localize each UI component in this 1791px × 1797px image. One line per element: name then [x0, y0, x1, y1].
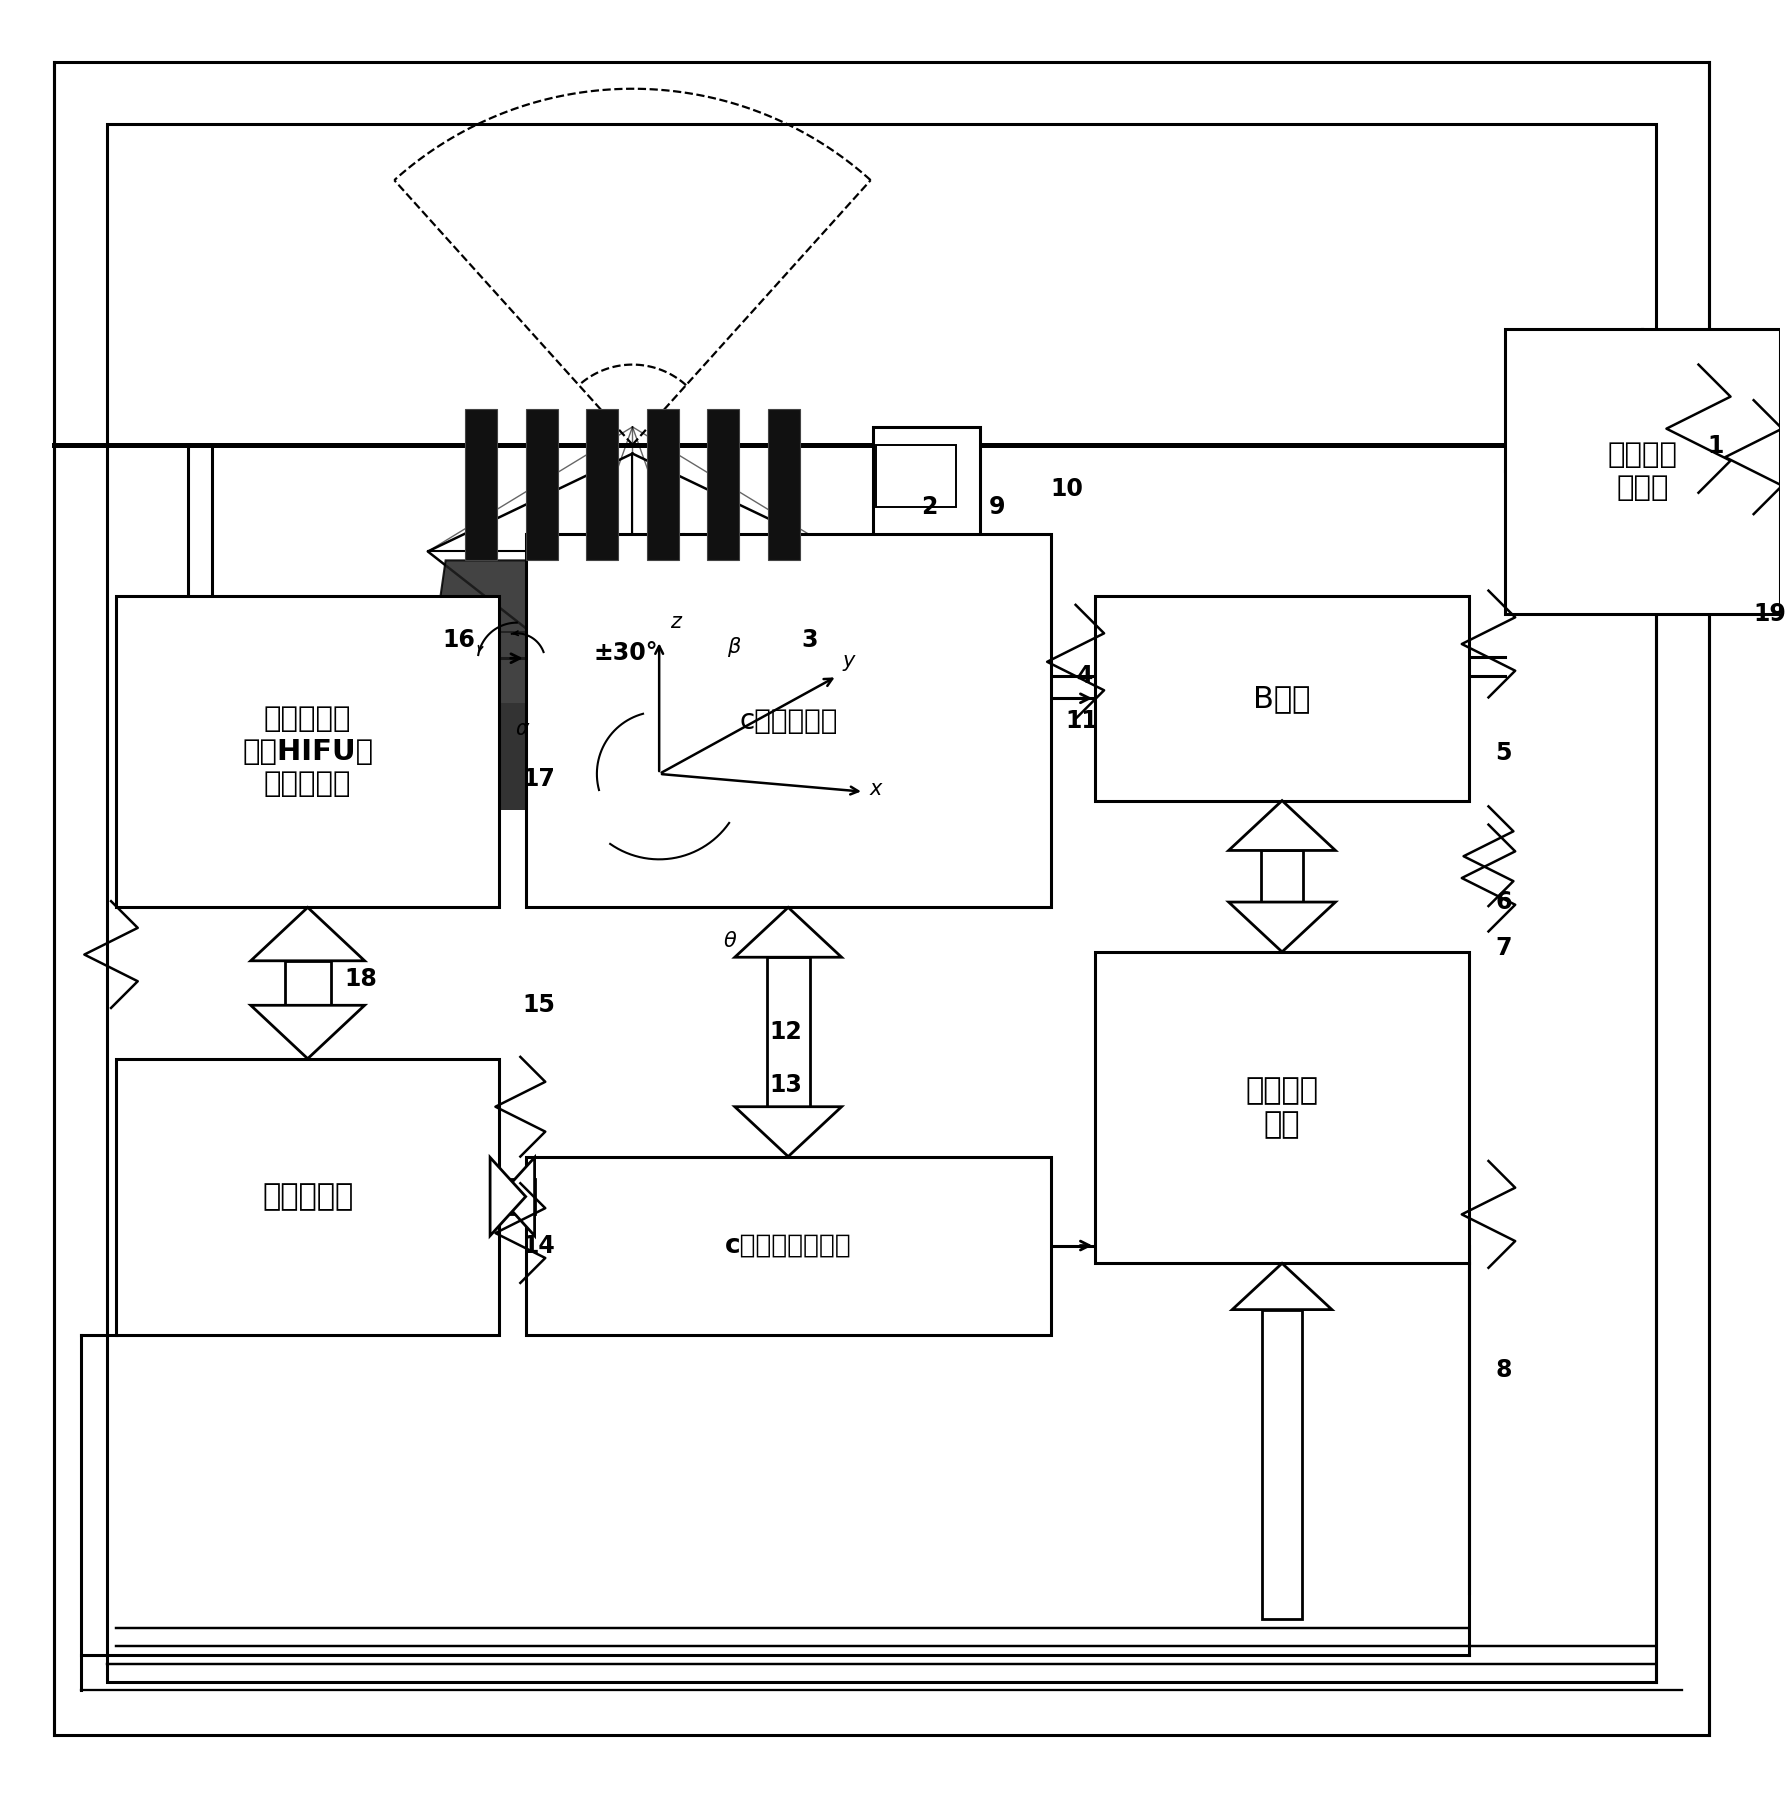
- Text: c轴运动系统: c轴运动系统: [740, 706, 838, 735]
- Text: ±30°: ±30°: [593, 642, 657, 665]
- Polygon shape: [734, 907, 842, 958]
- Bar: [707, 410, 740, 561]
- FancyBboxPatch shape: [116, 597, 500, 907]
- Bar: [491, 1179, 534, 1215]
- Text: 12: 12: [770, 1021, 802, 1044]
- Text: 13: 13: [770, 1073, 802, 1098]
- Polygon shape: [500, 1157, 534, 1236]
- Bar: [527, 410, 557, 561]
- Text: 5: 5: [1495, 740, 1512, 764]
- FancyBboxPatch shape: [872, 428, 980, 552]
- Polygon shape: [428, 561, 836, 739]
- Bar: [466, 410, 498, 561]
- Bar: [428, 703, 854, 809]
- Polygon shape: [491, 1157, 527, 1236]
- Text: 1: 1: [1707, 435, 1723, 458]
- Text: B超仪: B超仪: [1254, 685, 1311, 713]
- FancyBboxPatch shape: [527, 534, 1051, 907]
- Polygon shape: [1229, 902, 1336, 952]
- Text: α: α: [516, 719, 528, 739]
- Text: 15: 15: [523, 994, 555, 1017]
- Text: 19: 19: [1753, 602, 1787, 625]
- Text: 7: 7: [1495, 936, 1512, 960]
- Text: 10: 10: [1051, 478, 1084, 501]
- Text: 图像采集
装置: 图像采集 装置: [1245, 1076, 1318, 1139]
- Text: β: β: [727, 636, 740, 658]
- Polygon shape: [251, 1005, 365, 1058]
- FancyBboxPatch shape: [1094, 597, 1469, 801]
- Text: c轴运动控制系统: c轴运动控制系统: [725, 1233, 851, 1258]
- Bar: [285, 961, 331, 1005]
- Bar: [586, 410, 618, 561]
- Text: 11: 11: [1066, 708, 1098, 733]
- Text: 6: 6: [1495, 890, 1512, 915]
- Polygon shape: [1229, 801, 1336, 850]
- FancyBboxPatch shape: [116, 1058, 500, 1335]
- FancyBboxPatch shape: [527, 1157, 1051, 1335]
- Polygon shape: [734, 1107, 842, 1157]
- FancyBboxPatch shape: [1094, 952, 1469, 1263]
- Text: z: z: [670, 613, 681, 633]
- Bar: [768, 410, 801, 561]
- Text: 16: 16: [442, 629, 475, 652]
- Text: 9: 9: [989, 494, 1005, 519]
- Text: 8: 8: [1495, 1359, 1512, 1382]
- Text: 主控计算机: 主控计算机: [261, 1182, 353, 1211]
- Bar: [767, 958, 810, 1107]
- Text: 17: 17: [523, 767, 555, 791]
- Text: θ: θ: [724, 931, 736, 951]
- Text: 14: 14: [523, 1233, 555, 1258]
- Text: 3: 3: [802, 629, 818, 652]
- Text: y: y: [842, 651, 854, 670]
- Bar: [1261, 850, 1304, 902]
- Text: 4: 4: [1078, 665, 1094, 688]
- Bar: [647, 410, 679, 561]
- Polygon shape: [1232, 1263, 1333, 1310]
- Text: 脱气净化
水系统: 脱气净化 水系统: [1608, 442, 1678, 501]
- Bar: [1263, 1310, 1302, 1619]
- Text: x: x: [869, 780, 881, 800]
- FancyBboxPatch shape: [876, 444, 956, 507]
- Text: 18: 18: [344, 967, 378, 990]
- FancyBboxPatch shape: [1504, 329, 1780, 615]
- Text: 上百通道相
控阵HIFU驱
动控制系统: 上百通道相 控阵HIFU驱 动控制系统: [242, 704, 373, 798]
- Text: 2: 2: [921, 494, 937, 519]
- Polygon shape: [251, 907, 365, 961]
